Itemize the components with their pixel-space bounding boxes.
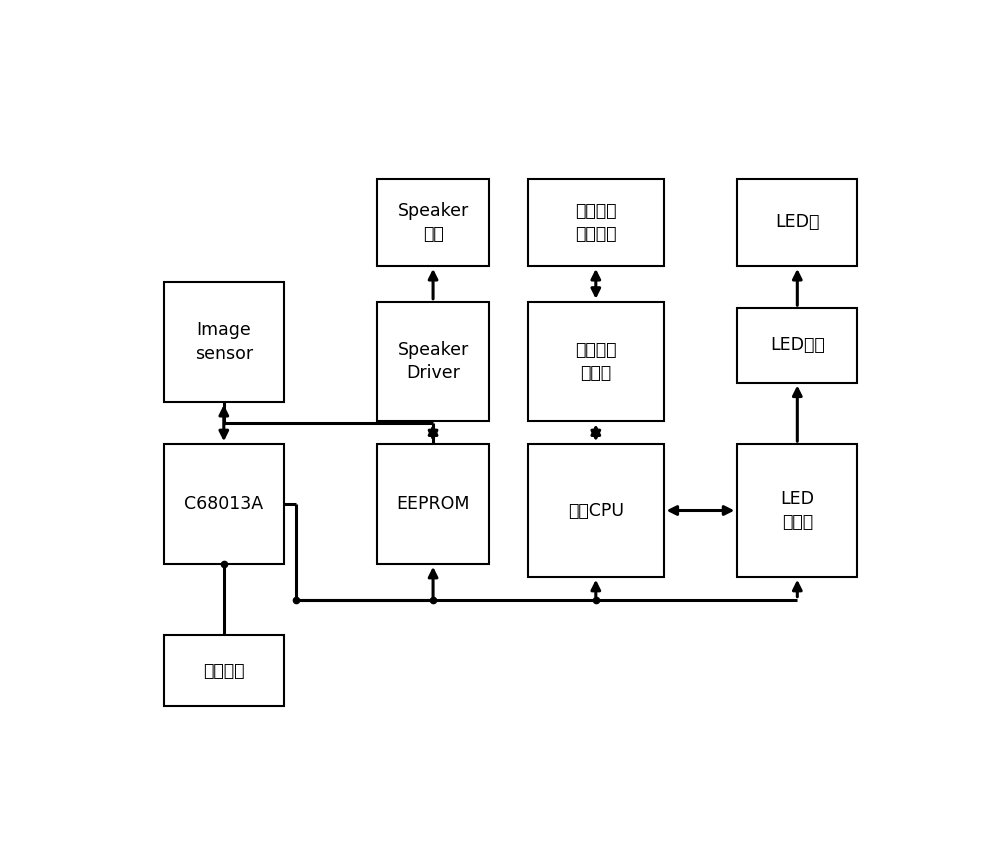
- Text: LED
驱动器: LED 驱动器: [780, 489, 814, 532]
- Text: 步进电机
驱动器: 步进电机 驱动器: [575, 341, 617, 383]
- Bar: [377, 444, 489, 564]
- Bar: [164, 635, 284, 706]
- Bar: [164, 283, 284, 402]
- Text: 数据接口: 数据接口: [203, 662, 245, 680]
- Text: EEPROM: EEPROM: [396, 495, 470, 513]
- Bar: [377, 178, 489, 266]
- Bar: [164, 444, 284, 564]
- Text: 控制CPU: 控制CPU: [568, 501, 624, 520]
- Text: Speaker
接口: Speaker 接口: [397, 202, 469, 243]
- Bar: [528, 444, 664, 577]
- Text: LED灯: LED灯: [775, 214, 820, 231]
- Bar: [737, 178, 857, 266]
- Text: C68013A: C68013A: [184, 495, 263, 513]
- Text: LED接口: LED接口: [770, 336, 825, 354]
- Text: Speaker
Driver: Speaker Driver: [397, 341, 469, 383]
- Text: Image
sensor: Image sensor: [195, 321, 253, 363]
- Bar: [528, 178, 664, 266]
- Bar: [528, 302, 664, 421]
- Text: 步进电机
限位接口: 步进电机 限位接口: [575, 202, 617, 243]
- Bar: [737, 444, 857, 577]
- Bar: [737, 308, 857, 383]
- Bar: [377, 302, 489, 421]
